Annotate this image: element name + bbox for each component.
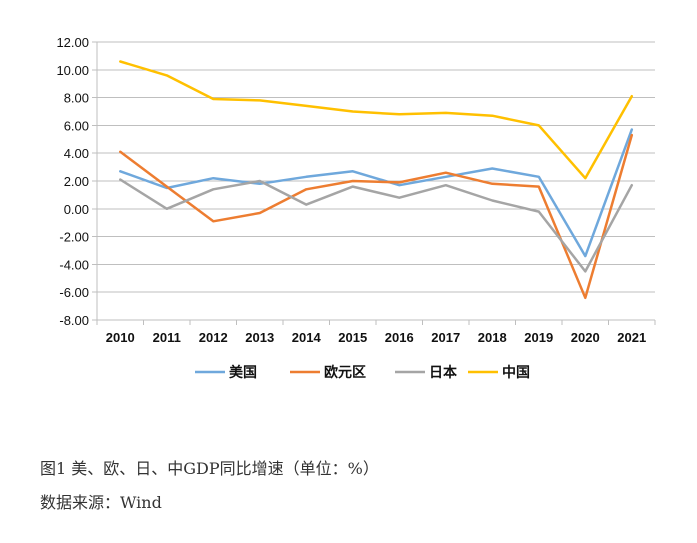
data-source-note: 数据来源：Wind (40, 493, 162, 512)
y-tick-label: -4.00 (59, 257, 89, 272)
x-axis-tick-labels: 2010 2011 2012 2013 2014 2015 2016 2017 2018 2019… (106, 330, 646, 345)
x-tick-label: 2017 (431, 330, 460, 345)
figure-caption: 图1 美、欧、日、中GDP同比增速（单位：%） (40, 459, 379, 478)
y-tick-label: 4.00 (64, 146, 89, 161)
y-tick-label: 6.00 (64, 118, 89, 133)
y-tick-label: 2.00 (64, 174, 89, 189)
x-tick-label: 2015 (338, 330, 367, 345)
x-tick-label: 2010 (106, 330, 135, 345)
x-tick-label: 2011 (153, 330, 181, 345)
series-line-1 (119, 133, 634, 300)
legend-label-2: 日本 (429, 364, 458, 381)
x-tick-label: 2016 (385, 330, 414, 345)
legend-label-1: 欧元区 (324, 364, 366, 381)
y-tick-label: 0.00 (64, 202, 89, 217)
y-tick-label: -2.00 (59, 230, 89, 245)
x-axis (96, 42, 656, 325)
x-tick-label: 2020 (571, 330, 600, 345)
y-tick-label: 8.00 (64, 91, 89, 106)
x-tick-label: 2014 (292, 330, 322, 345)
x-tick-label: 2013 (245, 330, 274, 345)
series-line-3 (119, 60, 634, 180)
legend: 美国 欧元区 日本 中国 (195, 364, 530, 381)
legend-label-3: 中国 (502, 364, 530, 381)
x-tick-label: 2018 (478, 330, 507, 345)
series-line-2 (119, 178, 634, 273)
y-tick-label: 12.00 (56, 35, 89, 50)
series-lines (119, 60, 634, 300)
y-tick-label: -6.00 (59, 285, 89, 300)
y-tick-label: -8.00 (59, 313, 89, 328)
gdp-growth-line-chart: 12.00 10.00 8.00 6.00 4.00 2.00 0.00 -2.00 -4.00… (56, 35, 656, 381)
y-axis-tick-labels: 12.00 10.00 8.00 6.00 4.00 2.00 0.00 -2.00 -4.00… (56, 35, 89, 328)
y-tick-label: 10.00 (56, 63, 89, 78)
legend-label-0: 美国 (229, 364, 257, 381)
x-tick-label: 2019 (524, 330, 553, 345)
x-tick-label: 2012 (199, 330, 228, 345)
x-tick-label: 2021 (617, 330, 646, 345)
series-line-0 (119, 128, 634, 258)
